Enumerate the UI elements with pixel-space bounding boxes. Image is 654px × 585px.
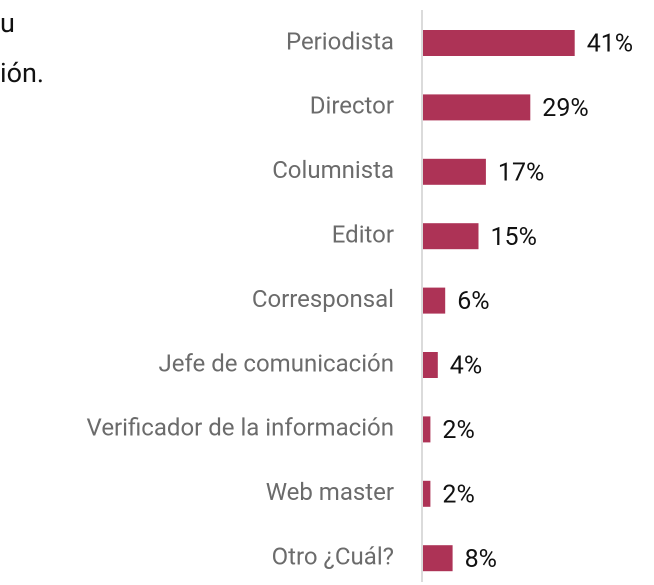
category-label: Web master [266,478,394,506]
category-label: Jefe de comunicación [159,349,395,377]
value-label: 8% [465,545,497,574]
category-label: Columnista [272,156,394,184]
value-label: 6% [457,287,489,316]
bar [423,480,431,507]
bar [423,30,575,56]
title-fragment: ión. [0,57,44,89]
bar [423,545,453,572]
value-label: 15% [491,223,537,252]
value-label: 41% [587,30,633,59]
bar [423,287,446,314]
category-label: Director [310,92,394,120]
category-label: Otro ¿Cuál? [272,543,394,571]
value-label: 29% [542,94,588,123]
bar [423,352,438,378]
title-fragment: u [0,7,15,39]
category-label: Editor [332,221,394,249]
bar [423,158,486,185]
category-label: Corresponsal [252,285,394,313]
bar [423,223,479,250]
value-label: 4% [450,352,482,381]
bar [423,94,531,121]
bar [423,416,431,443]
value-label: 2% [442,480,474,509]
value-label: 17% [498,158,544,187]
category-label: Verificador de la información [87,414,394,442]
category-label: Periodista [286,27,394,55]
value-label: 2% [442,416,474,445]
